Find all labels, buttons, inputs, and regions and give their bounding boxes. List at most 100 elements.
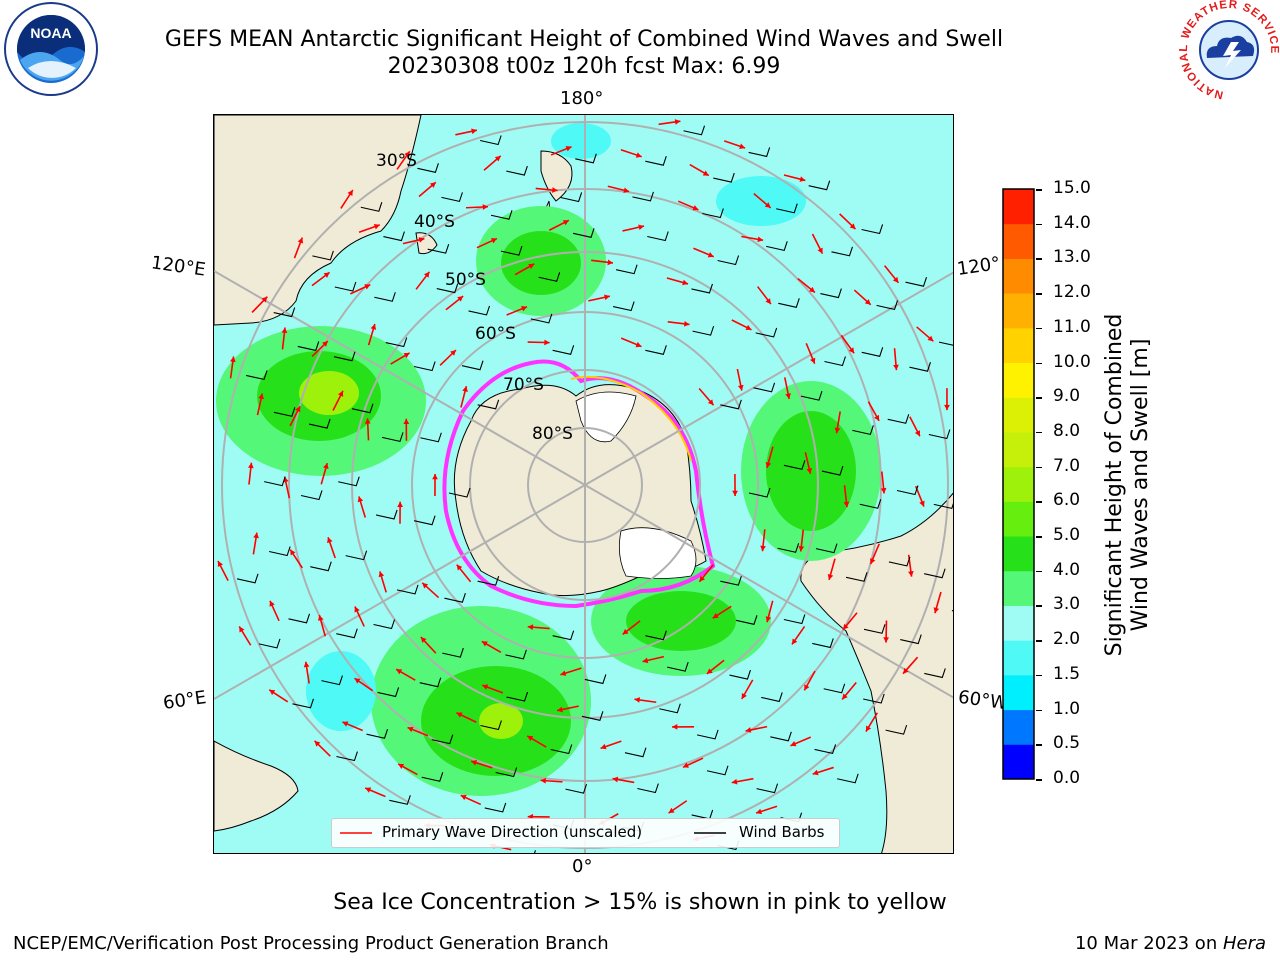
wind-barb <box>245 370 268 381</box>
wind-barb <box>766 241 788 251</box>
wave-arrow-head <box>540 777 547 784</box>
colorbar-cell <box>1003 397 1034 433</box>
wave-arrow-head <box>810 357 816 364</box>
wind-barb <box>427 243 450 254</box>
colorbar-tick-label: 1.0 <box>1053 698 1081 719</box>
colorbar-cell <box>1003 431 1034 468</box>
wave-arrow-head <box>456 712 463 718</box>
lat-label-50s: 50°S <box>445 270 486 290</box>
wave-arrow-head <box>791 638 798 645</box>
wave-arrow-head <box>323 272 330 278</box>
wave-arrow-head <box>739 143 746 149</box>
colorbar-tick-label: 6.0 <box>1053 490 1081 511</box>
wind-barb <box>863 624 886 634</box>
wind-barb <box>706 765 729 776</box>
wave-arrow-head <box>342 721 349 727</box>
wind-barb <box>900 634 922 645</box>
footer-credit: NCEP/EMC/Verification Post Processing Pr… <box>13 933 609 954</box>
ross-ice-shelf <box>575 391 637 443</box>
wind-barb <box>831 246 853 257</box>
wave-arrow-head <box>565 146 572 152</box>
colorbar-tick-mark <box>1036 327 1042 330</box>
colorbar-tick-mark <box>1036 258 1042 260</box>
wind-barb <box>236 573 259 584</box>
wave-arrow-head <box>804 684 810 691</box>
lat-label-40s: 40°S <box>414 212 455 232</box>
lat-label-70s: 70°S <box>503 375 544 395</box>
wind-barb <box>552 345 575 355</box>
wave-arrow-head <box>552 187 558 193</box>
wind-barb <box>683 125 706 136</box>
wind-barb <box>729 669 751 680</box>
wave-arrow-head <box>471 128 477 135</box>
wave-arrow-head <box>365 787 372 793</box>
nz-north-island <box>540 150 573 202</box>
wave-arrow-head <box>760 545 766 552</box>
colorbar-tick-mark <box>1036 536 1042 538</box>
map-panel <box>213 114 954 854</box>
wave-arrow-head <box>456 564 463 571</box>
wind-barb <box>692 325 715 336</box>
wave-arrow-head <box>765 616 772 623</box>
wave-arrow-head <box>481 641 488 647</box>
colorbar-tick-label: 0.5 <box>1053 733 1081 754</box>
wave-arrow-head <box>378 571 385 578</box>
wind-barb <box>735 615 758 625</box>
wave-arrow-head <box>914 430 921 437</box>
wind-barb <box>506 165 528 176</box>
wind-barb <box>448 487 471 498</box>
wave-arrow-head <box>560 670 567 676</box>
colorbar-tick-mark <box>1036 431 1042 434</box>
wind-barb <box>647 231 669 242</box>
wind-barb <box>761 692 783 703</box>
wind-barb <box>444 593 466 603</box>
wind-barb-line-icon <box>694 832 726 834</box>
wind-barb <box>383 231 405 242</box>
colorbar-cell <box>1003 293 1034 329</box>
colorbar-cell <box>1003 570 1034 606</box>
wave-arrow-head <box>642 657 649 664</box>
wind-barb <box>374 292 396 302</box>
wind-barb <box>859 499 882 509</box>
wave-arrow-head <box>317 615 324 621</box>
wave-arrow-head <box>398 763 405 770</box>
wind-barb <box>837 773 859 784</box>
colorbar-cell <box>1003 258 1034 294</box>
colorbar-tick-label: 15.0 <box>1053 178 1091 198</box>
wind-barb <box>396 584 419 595</box>
wind-barb <box>755 327 778 338</box>
wind-barb <box>419 677 442 688</box>
wave-arrow-head <box>893 364 899 371</box>
wind-barb <box>861 224 884 235</box>
wind-barbs <box>236 125 953 853</box>
wind-barb <box>815 543 838 554</box>
wave-arrow-head <box>834 427 841 434</box>
wind-barb <box>360 202 383 212</box>
wave-arrow-head <box>357 496 364 503</box>
wind-barb <box>292 698 315 709</box>
wave-arrow-head <box>799 176 806 182</box>
colorbar-tick-label: 1.5 <box>1053 663 1081 684</box>
wind-barb <box>366 729 389 739</box>
colorbar-tick-mark <box>1036 674 1042 677</box>
wave-arrow-head <box>692 205 699 211</box>
wave-arrow-head <box>269 689 276 696</box>
wind-barb <box>269 546 291 557</box>
lon-label-180: 180° <box>560 88 604 109</box>
wind-barb <box>645 630 667 641</box>
wave-arrow-head <box>764 202 771 208</box>
wind-barb <box>381 432 404 443</box>
colorbar-cell <box>1003 640 1034 676</box>
wave-arrow-head <box>290 549 296 556</box>
wave-arrow-head <box>423 271 430 278</box>
lon-label-60e: 60°E <box>161 687 208 714</box>
wave-arrow-head <box>281 327 288 334</box>
legend-wind-barbs-label: Wind Barbs <box>739 823 825 841</box>
wind-barb <box>748 487 771 498</box>
wave-arrow-head <box>303 661 310 668</box>
wind-barb <box>431 734 454 745</box>
wave-arrow-head <box>880 487 887 494</box>
wind-barb <box>667 661 689 672</box>
wind-barb <box>717 255 740 266</box>
wind-barb <box>300 490 323 501</box>
